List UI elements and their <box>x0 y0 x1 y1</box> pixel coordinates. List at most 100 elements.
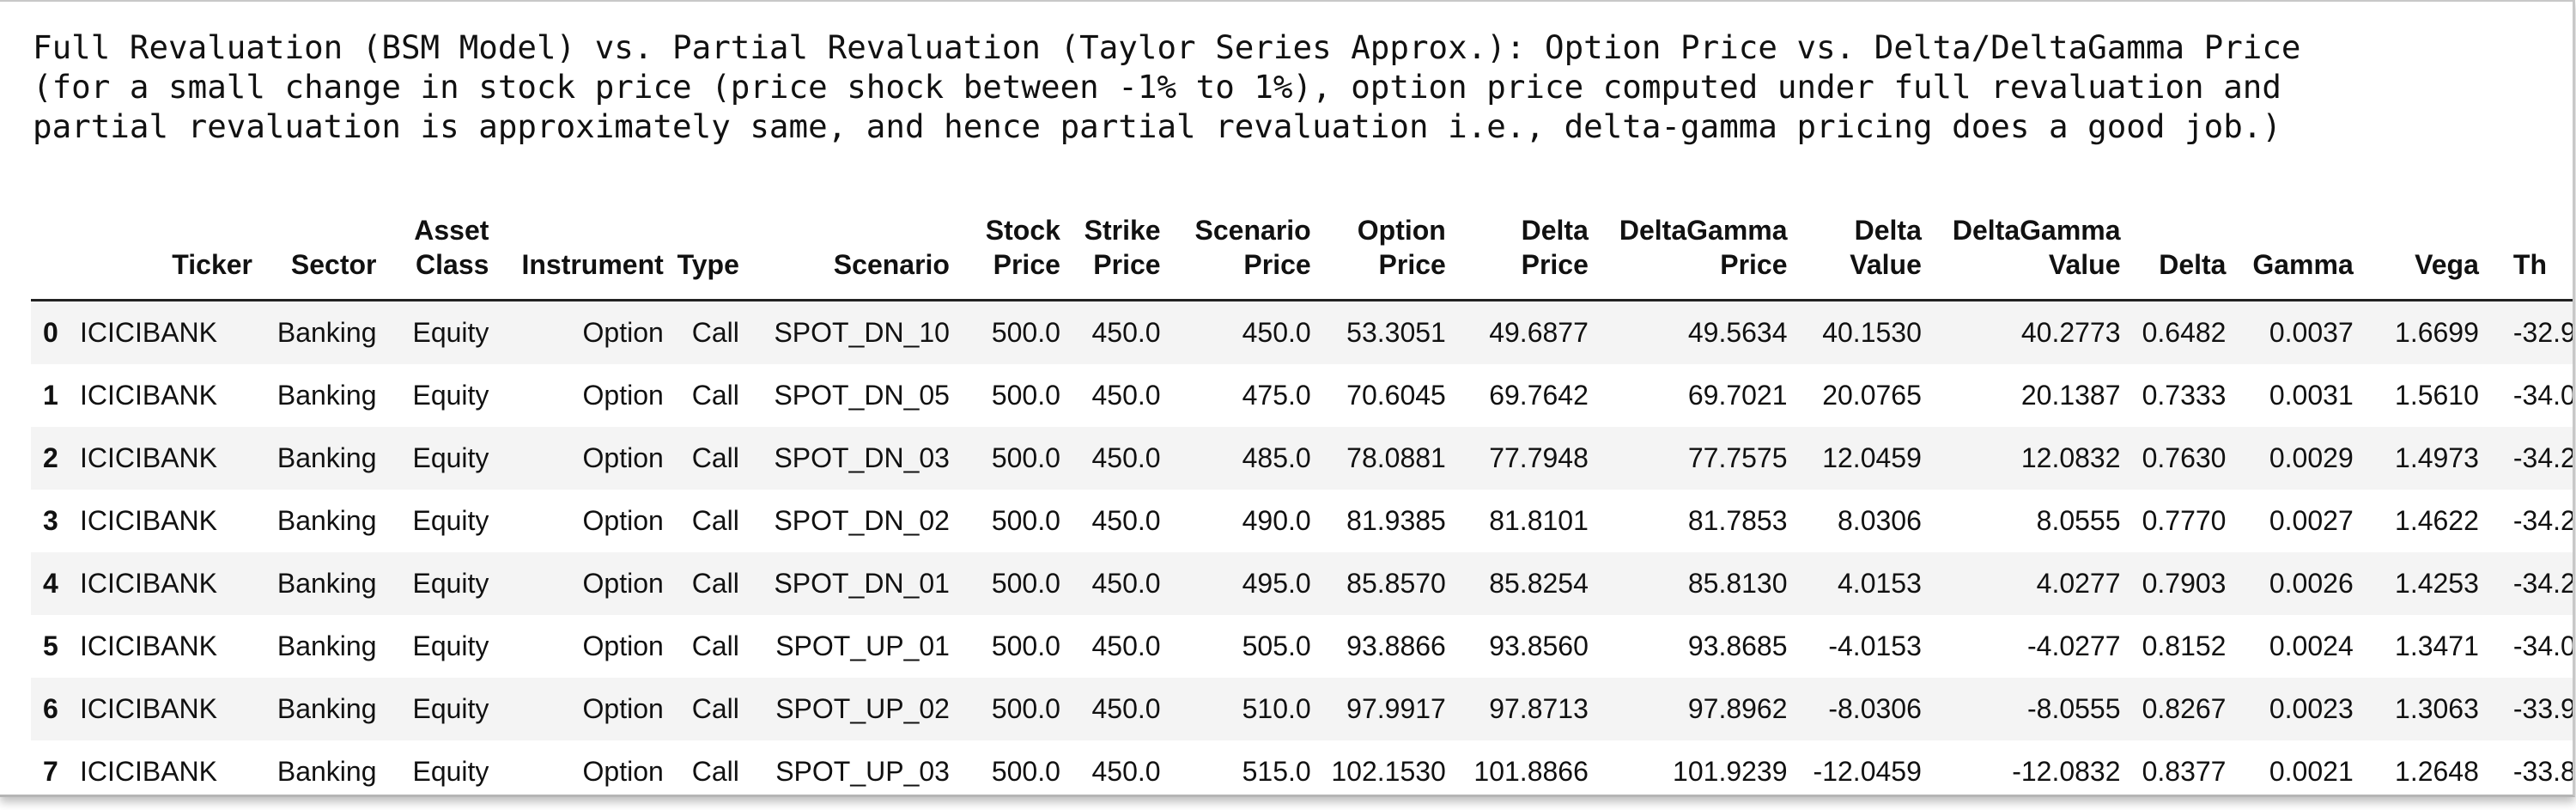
cell-delta-price: 85.8254 <box>1489 568 1589 599</box>
cell-type: Call <box>691 442 739 473</box>
cell-sector: Banking <box>276 693 377 724</box>
cell-sector: Banking <box>276 630 377 661</box>
cell-vega: 1.2648 <box>2395 756 2479 787</box>
cell-scenario: SPOT_DN_05 <box>774 380 950 411</box>
cell-scenario-price: 495.0 <box>1242 568 1311 599</box>
cell-strike-price: 450.0 <box>1091 568 1161 599</box>
cell-delta-value: -12.0459 <box>1813 756 1922 787</box>
cell-vega: 1.4253 <box>2395 568 2479 599</box>
cell-ticker: ICICIBANK <box>79 693 217 724</box>
cell-delta-price: 101.8866 <box>1473 756 1589 787</box>
cell-delta-price: 69.7642 <box>1489 380 1589 411</box>
cell-scenario-price: 485.0 <box>1242 442 1311 473</box>
cell-delta-value: -8.0306 <box>1828 693 1922 724</box>
table-caption: Full Revaluation (BSM Model) vs. Partial… <box>33 27 2301 146</box>
cell-deltagamma-value: 20.1387 <box>2020 380 2121 411</box>
cell-delta: 0.7770 <box>2142 505 2227 536</box>
cell-scenario-price: 475.0 <box>1242 380 1311 411</box>
cell-instrument: Option <box>582 442 664 473</box>
cell-vega: 1.4973 <box>2395 442 2479 473</box>
cell-sector: Banking <box>276 442 377 473</box>
cell-asset-class: Equity <box>412 442 489 473</box>
cell-scenario-price: 450.0 <box>1242 317 1311 348</box>
cell-deltagamma-price: 93.8685 <box>1687 630 1788 661</box>
cell-type: Call <box>691 568 739 599</box>
header-theta: Th <box>2478 208 2573 301</box>
cell-option-price: 70.6045 <box>1346 380 1446 411</box>
table-row: 0 ICICIBANK Banking Equity Option Call SPOT_DN… <box>31 300 2573 364</box>
table-row: 4 ICICIBANK Banking Equity Option Call SPOT_DN… <box>31 552 2575 615</box>
header-asset-class: Asset Class <box>376 208 489 301</box>
table-row: 2 ICICIBANK Banking Equity Option Call SPOT_DN… <box>31 427 2573 490</box>
cell-deltagamma-value: 8.0555 <box>2036 505 2121 536</box>
cell-deltagamma-value: -12.0832 <box>2012 756 2121 787</box>
table-row: 7 ICICIBANK Banking Equity Option Call SPOT_UP… <box>31 740 2573 795</box>
cell-delta-price: 77.7948 <box>1489 442 1589 473</box>
cell-scenario-price: 515.0 <box>1242 756 1311 787</box>
cell-stock-price: 500.0 <box>991 756 1060 787</box>
cell-option-price: 97.9917 <box>1346 693 1446 724</box>
header-strike-price: Strike Price <box>1060 208 1161 301</box>
cell-instrument: Option <box>582 693 664 724</box>
header-deltagamma-value: DeltaGamma Value <box>1921 208 2121 301</box>
cell-theta: -34.2 <box>2512 568 2575 599</box>
header-vega: Vega <box>2353 208 2479 301</box>
cell-gamma: 0.0026 <box>2269 568 2354 599</box>
cell-option-price: 78.0881 <box>1346 442 1446 473</box>
cell-asset-class: Equity <box>412 317 489 348</box>
header-delta: Delta <box>2120 208 2227 301</box>
cell-strike-price: 450.0 <box>1091 505 1161 536</box>
cell-gamma: 0.0031 <box>2269 380 2354 411</box>
cell-type: Call <box>691 630 739 661</box>
header-delta-price: Delta Price <box>1445 208 1589 301</box>
cell-asset-class: Equity <box>412 693 489 724</box>
cell-instrument: Option <box>582 756 664 787</box>
cell-delta-value: 4.0153 <box>1838 568 1922 599</box>
cell-ticker: ICICIBANK <box>79 630 217 661</box>
cell-deltagamma-value: 40.2773 <box>2020 317 2121 348</box>
cell-idx: 0 <box>43 317 58 348</box>
cell-ticker: ICICIBANK <box>79 380 217 411</box>
cell-theta: -33.9 <box>2512 693 2575 724</box>
cell-idx: 7 <box>43 756 58 787</box>
cell-deltagamma-price: 97.8962 <box>1687 693 1788 724</box>
cell-stock-price: 500.0 <box>991 380 1060 411</box>
cell-asset-class: Equity <box>412 380 489 411</box>
header-scenario-price: Scenario Price <box>1160 208 1311 301</box>
cell-scenario: SPOT_DN_10 <box>774 317 950 348</box>
cell-delta-value: 40.1530 <box>1822 317 1922 348</box>
cell-deltagamma-value: 12.0832 <box>2020 442 2121 473</box>
cell-theta: -34.0 <box>2512 630 2575 661</box>
cell-asset-class: Equity <box>412 756 489 787</box>
cell-gamma: 0.0023 <box>2269 693 2354 724</box>
cell-vega: 1.3471 <box>2395 630 2479 661</box>
cell-delta: 0.8377 <box>2142 756 2227 787</box>
cell-ticker: ICICIBANK <box>79 756 217 787</box>
cell-sector: Banking <box>276 568 377 599</box>
table-body: 0 ICICIBANK Banking Equity Option Call SPOT_DN… <box>31 300 2575 795</box>
header-gamma: Gamma <box>2226 208 2354 301</box>
cell-gamma: 0.0037 <box>2269 317 2354 348</box>
header-stock-price: Stock Price <box>949 208 1060 301</box>
cell-ticker: ICICIBANK <box>79 317 217 348</box>
cell-ticker: ICICIBANK <box>79 442 217 473</box>
cell-theta: -34.2 <box>2512 505 2575 536</box>
table-row: 1 ICICIBANK Banking Equity Option Call SPOT_DN… <box>31 364 2575 427</box>
cell-vega: 1.3063 <box>2395 693 2479 724</box>
cell-scenario: SPOT_UP_02 <box>775 693 950 724</box>
cell-gamma: 0.0024 <box>2269 630 2354 661</box>
caption-line-3: partial revaluation is approximately sam… <box>33 107 2281 145</box>
dataframe-container[interactable]: Ticker Sector Asset Class Instrument Type… <box>31 208 2575 795</box>
cell-delta: 0.8152 <box>2142 630 2227 661</box>
cell-strike-price: 450.0 <box>1091 693 1161 724</box>
cell-instrument: Option <box>582 317 664 348</box>
cell-sector: Banking <box>276 380 377 411</box>
cell-delta-price: 97.8713 <box>1489 693 1589 724</box>
table-row: 5 ICICIBANK Banking Equity Option Call SPOT_UP… <box>31 615 2575 678</box>
cell-ticker: ICICIBANK <box>79 568 217 599</box>
cell-gamma: 0.0021 <box>2269 756 2354 787</box>
cell-scenario: SPOT_DN_03 <box>774 442 950 473</box>
cell-idx: 2 <box>43 442 58 473</box>
cell-theta: -34.0 <box>2512 380 2575 411</box>
cell-option-price: 81.9385 <box>1346 505 1446 536</box>
